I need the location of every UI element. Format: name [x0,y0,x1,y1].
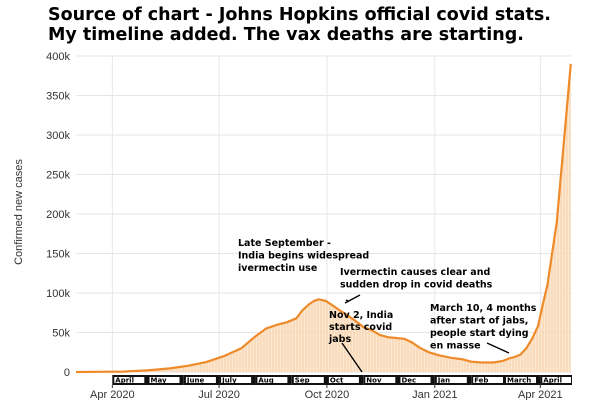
daily-bars [152,73,571,372]
area-layer [76,63,571,373]
month-box [365,377,396,383]
month-label: Aug [258,377,273,385]
annotation-arrow [344,294,361,304]
month-label: July [221,377,237,385]
annotation-text: Late September - India begins widespread i… [238,238,369,274]
y-tick-label: 50k [52,328,70,340]
annotation-line: March 10, 4 months [430,303,537,314]
annotation-line: India begins widespread [238,251,369,262]
chart-title: Source of chart - Johns Hopkins official… [48,5,596,45]
annotation-line: after start of jabs, [430,316,528,327]
x-tick-label: Jan 2021 [412,389,457,400]
month-box [328,377,359,383]
y-tick-label: 300k [46,130,70,142]
annotation-text: Nov 2, India starts covid jabs [328,310,393,345]
annotation-line: Late September - [238,238,331,249]
annotation-line: jabs [328,334,351,345]
y-tick-label: 250k [46,170,70,182]
month-box [542,377,571,383]
month-label: Dec [402,377,417,385]
annotation-line: en masse [430,341,481,352]
month-label: Nov [366,377,382,385]
month-label: Oct [330,377,344,385]
month-label: April [115,377,134,385]
annotations: Late September - India begins widespread i… [238,238,537,373]
x-tick-label: Apr 2021 [518,389,563,400]
series-line [75,63,572,374]
month-label: Sep [295,377,310,385]
annotation-line: ivermectin use [238,263,317,274]
annotation-text: March 10, 4 months after start of jabs, pe… [430,303,537,352]
annotation-arrow [341,342,363,373]
x-tick-label: Oct 2020 [305,389,350,400]
month-label: April [543,377,562,385]
month-label: March [507,377,531,385]
title-line-1: Source of chart - Johns Hopkins official… [48,5,551,25]
month-box [436,377,467,383]
title-line-2: My timeline added. The vax deaths are st… [48,25,524,45]
month-label: Feb [474,377,488,385]
month-label: Jan [437,377,450,385]
annotation-text: Ivermectin causes clear and sudden drop i… [340,267,493,291]
y-tick-label: 350k [46,91,70,103]
y-tick-label: 100k [46,288,70,300]
month-box [257,377,288,383]
y-tick-label: 400k [46,51,70,63]
month-box [506,377,536,383]
month-label: June [186,377,205,385]
grid [76,55,572,373]
x-tick-label: Jul 2020 [198,389,240,400]
y-tick-label: 150k [46,249,70,261]
annotation-line: starts covid [329,322,392,333]
x-tick-label: Apr 2020 [90,389,135,400]
month-label: May [151,377,167,385]
month-box [400,377,431,383]
y-tick-label: 200k [46,209,70,221]
annotation-line: sudden drop in covid deaths [340,280,493,291]
month-strip: April May June July Aug Sep Oct Nov Dec Jan Feb Mar… [112,375,572,385]
month-box [473,377,503,383]
line-layer [75,63,572,374]
month-box [149,377,180,383]
annotation-line: Nov 2, India [329,310,393,321]
y-axis-label: Confirmed new cases [13,159,25,265]
month-box [293,377,324,383]
annotation-arrow [486,342,510,354]
annotation-line: Ivermectin causes clear and [340,267,490,278]
annotation-line: people start dying [430,328,529,339]
x-axis: Apr 2020 Jul 2020 Oct 2020 Jan 2021 Apr 2021 [90,385,563,400]
y-tick-label: 0 [64,367,70,379]
month-box [221,377,252,383]
month-box [114,377,145,383]
y-axis: 0 50k 100k 150k 200k 250k 300k 350k 400k [46,51,70,379]
month-box [185,377,216,383]
area-fill [76,63,571,373]
